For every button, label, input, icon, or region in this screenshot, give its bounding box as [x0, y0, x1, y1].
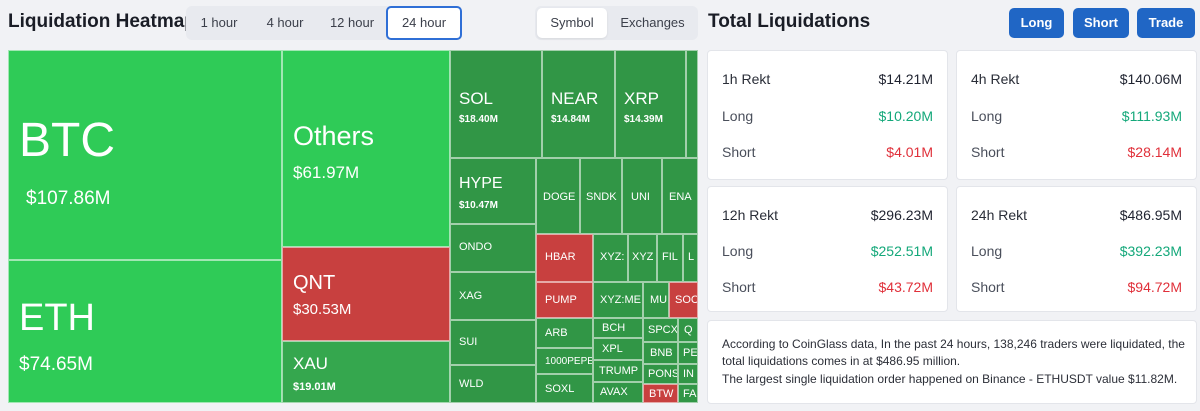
short-value: $4.01M	[886, 144, 933, 160]
short-label: Short	[971, 144, 1005, 160]
tile-pons[interactable]: PONS	[643, 364, 678, 384]
liquidation-heatmap: BTC $107.86M ETH $74.65M Others $61.97M …	[8, 50, 698, 403]
tile-ena[interactable]: ENA	[662, 158, 698, 234]
summary-card: According to CoinGlass data, In the past…	[707, 320, 1197, 404]
tile-avax[interactable]: AVAX	[593, 382, 643, 403]
tile-xpl[interactable]: XPL	[593, 338, 643, 360]
rekt-total: $140.06M	[1119, 71, 1182, 87]
tab-1-hour[interactable]: 1 hour	[200, 15, 238, 30]
long-button[interactable]: Long	[1009, 8, 1064, 38]
short-label: Short	[971, 279, 1005, 295]
tile-bch[interactable]: BCH	[593, 318, 643, 338]
rekt-total: $486.95M	[1119, 207, 1182, 223]
tile-near[interactable]: NEAR $14.84M	[542, 50, 615, 158]
mode-toggle: Symbol Exchanges	[535, 6, 698, 40]
long-value: $252.51M	[870, 243, 933, 259]
long-label: Long	[971, 108, 1003, 124]
long-label: Long	[722, 243, 754, 259]
page-title: Liquidation Heatmap	[8, 11, 196, 32]
summary-line-1: According to CoinGlass data, In the past…	[722, 337, 1185, 351]
tile-in[interactable]: IN	[678, 364, 698, 384]
short-value: $94.72M	[1127, 279, 1182, 295]
tile-sui[interactable]: SUI	[450, 320, 536, 365]
tile-ondo[interactable]: ONDO	[450, 224, 536, 272]
tile-others[interactable]: Others $61.97M	[282, 50, 450, 247]
tab-4-hour[interactable]: 4 hour	[266, 15, 304, 30]
tile-z[interactable]	[686, 50, 698, 158]
tile-trump[interactable]: TRUMP	[593, 360, 643, 382]
short-button[interactable]: Short	[1073, 8, 1129, 38]
rekt-label: 24h Rekt	[971, 207, 1028, 223]
short-label: Short	[722, 144, 756, 160]
tile-xrp[interactable]: XRP $14.39M	[615, 50, 686, 158]
tile-btw[interactable]: BTW	[643, 384, 678, 403]
tile-fa[interactable]: FA	[678, 384, 698, 403]
tile-hbar[interactable]: HBAR	[536, 234, 593, 282]
tile-soc[interactable]: SOC	[669, 282, 698, 318]
tile-qnt[interactable]: QNT $30.53M	[282, 247, 450, 341]
tile-bnb[interactable]: BNB	[643, 342, 678, 364]
tile-doge[interactable]: DOGE	[536, 158, 580, 234]
short-value: $28.14M	[1127, 144, 1182, 160]
tile-pump[interactable]: PUMP	[536, 282, 593, 318]
rekt-card-4h: 4h Rekt $140.06M Long $111.93M Short $28.14…	[956, 50, 1197, 180]
tile-arb[interactable]: ARB	[536, 318, 593, 348]
rekt-card-1h: 1h Rekt $14.21M Long $10.20M Short $4.01M	[707, 50, 948, 180]
tile-q[interactable]: Q	[678, 318, 698, 342]
tile-pe[interactable]: PE	[678, 342, 698, 364]
tab-12-hour[interactable]: 12 hour	[329, 15, 375, 30]
tile-xag[interactable]: XAG	[450, 272, 536, 320]
long-value: $111.93M	[1121, 108, 1182, 124]
tile-hype[interactable]: HYPE $10.47M	[450, 158, 536, 224]
summary-line-2: total liquidations comes in at $486.95 m…	[722, 354, 961, 368]
rekt-total: $14.21M	[878, 71, 933, 87]
tile-wld[interactable]: WLD	[450, 365, 536, 403]
tile-sol[interactable]: SOL $18.40M	[450, 50, 542, 158]
rekt-label: 1h Rekt	[722, 71, 771, 87]
tab-24-hour[interactable]: 24 hour	[386, 6, 462, 40]
long-label: Long	[971, 243, 1003, 259]
tile-spcx[interactable]: SPCX	[643, 318, 678, 342]
summary-line-3: The largest single liquidation order hap…	[722, 372, 1178, 386]
tile-mu[interactable]: MU	[643, 282, 669, 318]
tile-xyz-me[interactable]: XYZ:ME	[593, 282, 643, 318]
tile-soxl[interactable]: SOXL	[536, 374, 593, 403]
rekt-card-24h: 24h Rekt $486.95M Long $392.23M Short $94.7…	[956, 186, 1197, 312]
tile-fil[interactable]: FIL	[657, 234, 683, 282]
long-value: $392.23M	[1119, 243, 1182, 259]
tab-exchanges[interactable]: Exchanges	[620, 15, 685, 30]
short-label: Short	[722, 279, 756, 295]
tile-xyz-1[interactable]: XYZ:	[593, 234, 628, 282]
tile-uni[interactable]: UNI	[622, 158, 662, 234]
timeframe-tabs: 1 hour 4 hour 12 hour 24 hour	[186, 6, 462, 40]
long-label: Long	[722, 108, 754, 124]
short-value: $43.72M	[878, 279, 933, 295]
trade-button[interactable]: Trade	[1137, 8, 1195, 38]
tile-xyz-2[interactable]: XYZ	[628, 234, 657, 282]
rekt-label: 4h Rekt	[971, 71, 1020, 87]
tile-l[interactable]: L	[683, 234, 698, 282]
tile-xau[interactable]: XAU $19.01M	[282, 341, 450, 403]
rekt-card-12h: 12h Rekt $296.23M Long $252.51M Short $43.7…	[707, 186, 948, 312]
tile-eth[interactable]: ETH $74.65M	[8, 260, 282, 403]
tile-btc[interactable]: BTC $107.86M	[8, 50, 282, 260]
tile-1000pepe[interactable]: 1000PEPE	[536, 348, 593, 374]
long-value: $10.20M	[878, 108, 933, 124]
total-liquidations-title: Total Liquidations	[708, 11, 871, 32]
tab-symbol[interactable]: Symbol	[537, 8, 607, 38]
tile-sndk[interactable]: SNDK	[580, 158, 622, 234]
rekt-total: $296.23M	[870, 207, 933, 223]
rekt-label: 12h Rekt	[722, 207, 779, 223]
